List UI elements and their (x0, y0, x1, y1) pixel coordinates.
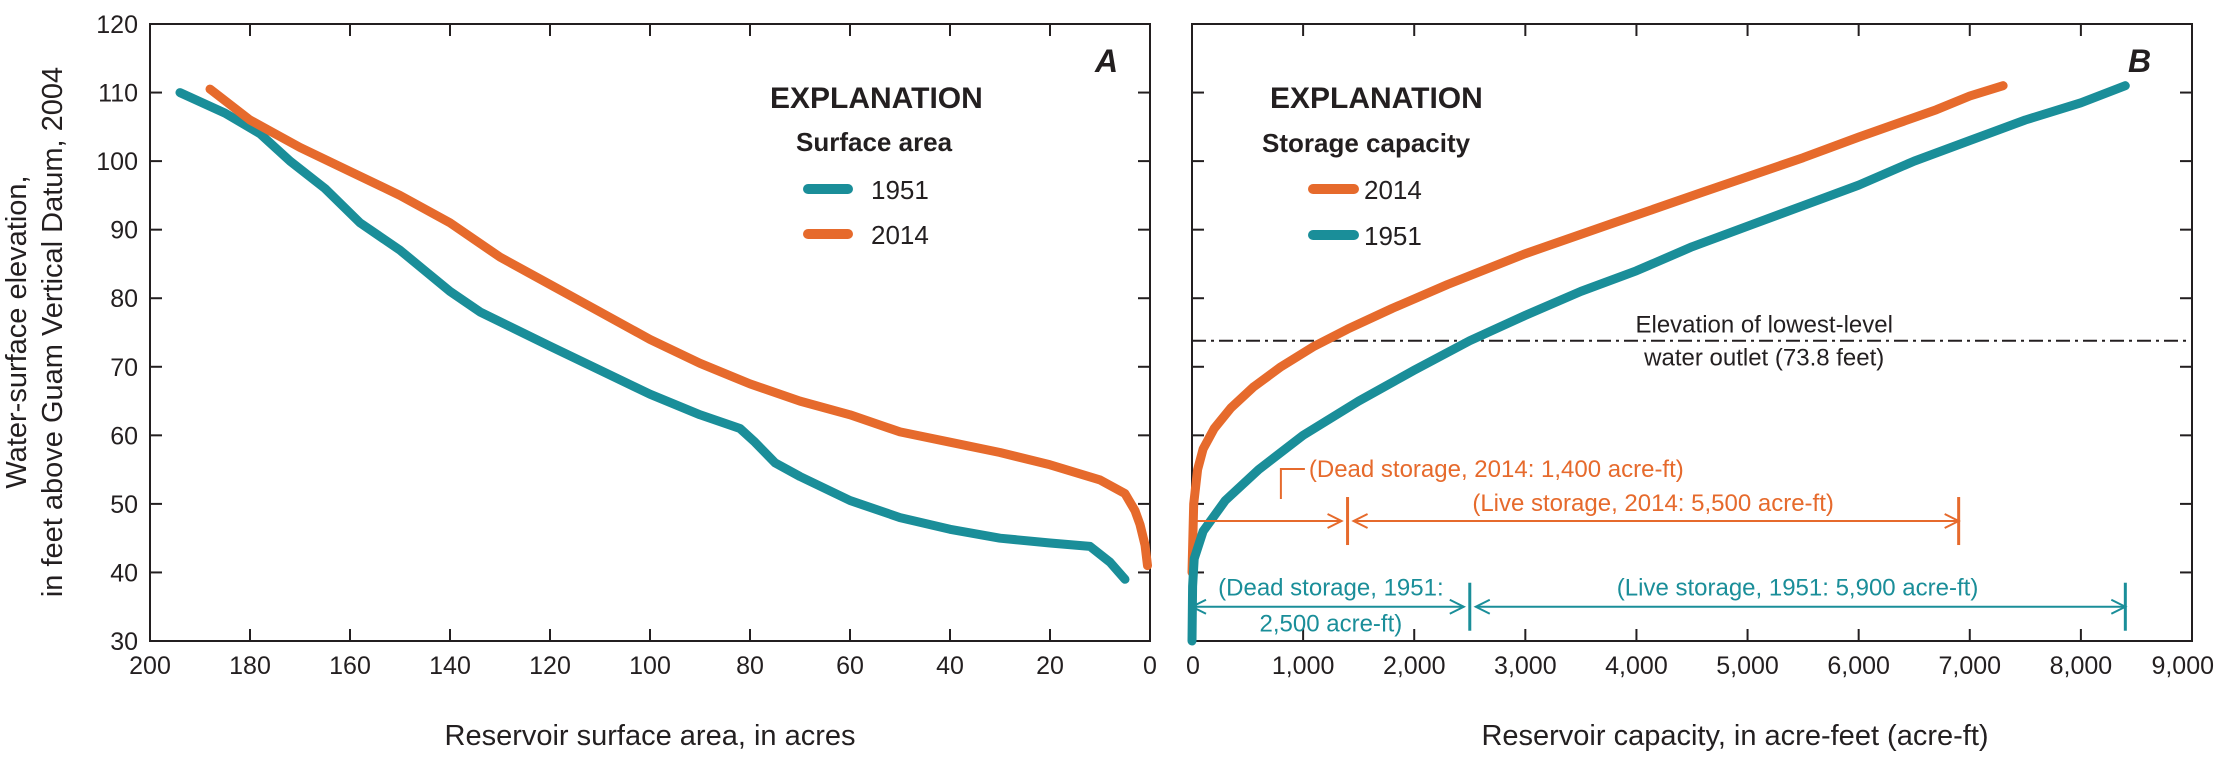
dead-storage-2014-leader (1279, 468, 1305, 500)
panel-a-legend-label-2014: 2014 (871, 220, 929, 250)
y-tick-label: 30 (110, 628, 138, 656)
outlet-label-line-2: water outlet (73.8 feet) (1643, 345, 1884, 372)
outlet-label-line-1: Elevation of lowest-level (1635, 312, 1892, 339)
panel-a-x-tick-label: 100 (629, 652, 671, 680)
panel-b-x-tick-label: 6,000 (1827, 652, 1890, 680)
panel-b-x-tick-label: 9,000 (2151, 652, 2214, 680)
panel-a-series-1951 (175, 88, 1130, 584)
panel-b-x-tick-label: 8,000 (2050, 652, 2113, 680)
panel-b-legend-subtitle: Storage capacity (1262, 128, 1471, 158)
panel-a-x-tick-label: 20 (1036, 652, 1064, 680)
y-tick-label: 120 (96, 11, 138, 39)
panel-b-x-axis-title: Reservoir capacity, in acre-feet (acre-f… (1481, 720, 1988, 752)
dead-storage-1951-arrow-arrowhead-start (1189, 598, 1207, 615)
panel-a-x-tick-label: 160 (329, 652, 371, 680)
panel-b-letter: B (2128, 43, 2151, 79)
panel-b-storage-ranges: (Dead storage, 2014: 1,400 acre-ft) (Live… (1189, 456, 2128, 638)
dead-storage-2014-arrow-arrowhead-end (1327, 513, 1344, 529)
panel-a-series (175, 84, 1152, 584)
panel-b-x-tick-label: 1,000 (1272, 652, 1335, 680)
y-tick-label: 100 (96, 148, 138, 176)
panel-b: 0 1,000 2,000 3,000 4,000 5,000 6,000 7,000 8,00… (1186, 23, 2214, 752)
dead-storage-1951-label-line-1: (Dead storage, 1951: (1218, 575, 1443, 602)
y-tick-label: 90 (110, 217, 138, 245)
panel-a-frame (149, 23, 1151, 642)
dead-storage-1951-label-line-2: 2,500 acre-ft) (1260, 611, 1403, 638)
panel-b-legend-label-1951: 1951 (1364, 221, 1422, 251)
panel-a-legend-label-1951: 1951 (871, 175, 929, 205)
panel-a-x-tick-label: 140 (429, 652, 471, 680)
panel-b-x-tick-label: 2,000 (1383, 652, 1446, 680)
panel-b-series-2014 (1187, 81, 2008, 577)
panel-a-x-tick-label: 200 (129, 652, 171, 680)
panel-b-ticks: 0 1,000 2,000 3,000 4,000 5,000 6,000 7,000 8,00… (1186, 23, 2214, 680)
dead-storage-2014-label: (Dead storage, 2014: 1,400 acre-ft) (1309, 456, 1684, 483)
panel-a-x-tick-label: 40 (936, 652, 964, 680)
panel-a-x-tick-label: 180 (229, 652, 271, 680)
live-storage-1951-arrow-arrowhead-start (1473, 598, 1491, 615)
y-axis-title-line-2: in feet above Guam Vertical Datum, 2004 (37, 67, 69, 597)
panel-a-x-tick-label: 60 (836, 652, 864, 680)
panel-a-legend-title: EXPLANATION (770, 82, 983, 115)
y-axis-title-line-1: Water-surface elevation, (1, 175, 33, 488)
panel-b-frame (1191, 23, 2193, 642)
panel-a-x-tick-label: 120 (529, 652, 571, 680)
y-tick-label: 70 (110, 354, 138, 382)
live-storage-2014-label: (Live storage, 2014: 5,500 acre-ft) (1472, 490, 1834, 517)
y-tick-label: 60 (110, 422, 138, 450)
panel-a: 200 180 160 140 120 100 80 60 40 20 03040506070809… (1, 11, 1157, 752)
y-tick-label: 80 (110, 285, 138, 313)
panel-b-x-tick-label: 4,000 (1605, 652, 1668, 680)
panel-b-x-tick-label: 3,000 (1494, 652, 1557, 680)
y-tick-label: 50 (110, 491, 138, 519)
panel-b-x-tick-label: 5,000 (1716, 652, 1779, 680)
live-storage-1951-label: (Live storage, 1951: 5,900 acre-ft) (1617, 575, 1979, 602)
live-storage-2014-arrow-arrowhead-start (1351, 513, 1369, 529)
panel-b-series-1951 (1187, 81, 2130, 646)
y-tick-label: 40 (110, 559, 138, 587)
y-tick-label: 110 (98, 80, 138, 108)
panel-b-legend-label-2014: 2014 (1364, 175, 1422, 205)
dead-storage-1951-arrow-arrowhead-end (1449, 598, 1467, 615)
panel-b-series (1187, 81, 2130, 646)
panel-a-x-tick-label: 0 (1143, 652, 1157, 680)
panel-a-series-2014 (205, 84, 1152, 571)
panel-a-ticks: 200 180 160 140 120 100 80 60 40 20 03040506070809… (96, 11, 1157, 680)
panel-b-x-tick-label: 0 (1186, 652, 1200, 680)
panel-b-x-tick-label: 7,000 (1938, 652, 2001, 680)
panel-a-x-axis-title: Reservoir surface area, in acres (445, 720, 856, 752)
panel-a-letter: A (1094, 43, 1118, 79)
panel-b-legend-title: EXPLANATION (1270, 82, 1483, 115)
panel-a-legend-subtitle: Surface area (796, 127, 953, 157)
panel-a-x-tick-label: 80 (736, 652, 764, 680)
